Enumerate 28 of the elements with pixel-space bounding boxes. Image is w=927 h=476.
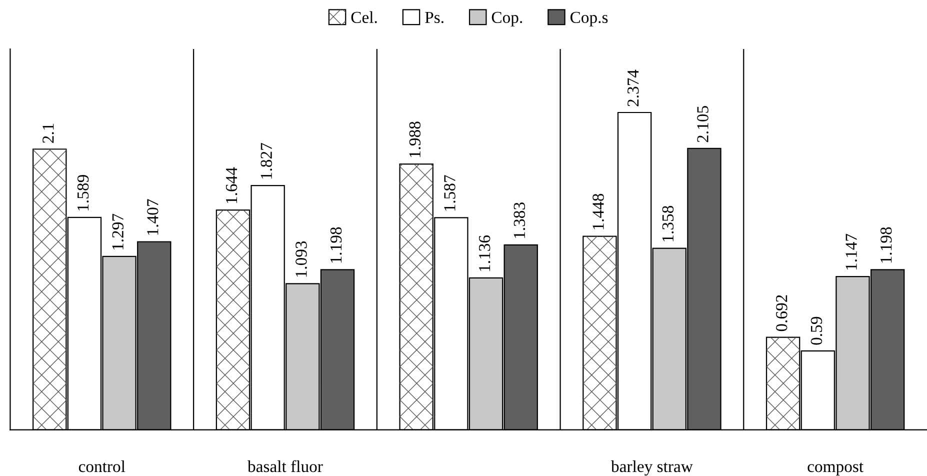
data-label: 1.147	[846, 234, 857, 270]
data-label: 1.988	[409, 122, 421, 158]
data-label: 1.589	[77, 175, 89, 210]
data-label: 1.644	[226, 167, 238, 204]
legend-label: Cop.s	[570, 12, 608, 26]
data-label: 1.407	[147, 199, 158, 235]
data-label: 1.136	[478, 235, 490, 271]
data-label: 0.692	[776, 295, 788, 332]
data-label: 1.827	[260, 143, 272, 179]
data-label: 1.198	[330, 227, 342, 263]
data-label: 1.093	[296, 241, 307, 277]
data-label: 1.587	[444, 175, 456, 211]
data-label: 2.105	[697, 106, 708, 142]
legend-label: Cop.	[492, 12, 522, 26]
data-label: 1.448	[592, 194, 604, 230]
legend-label: Ps.	[425, 12, 444, 24]
data-label: 1.297	[112, 214, 124, 250]
data-label: 0.59	[810, 316, 822, 345]
x-tick-label: compost	[808, 462, 864, 476]
data-label: 1.198	[880, 227, 892, 263]
data-label: 2.374	[628, 70, 639, 106]
data-label: 1.383	[514, 202, 526, 238]
data-label: 1.358	[662, 206, 674, 242]
data-label: 2.1	[42, 124, 54, 143]
legend-label: Cel.	[351, 11, 377, 24]
x-tick-label: basalt fluor	[248, 460, 323, 472]
x-tick-label: barley straw	[611, 460, 693, 476]
x-tick-label: control	[78, 460, 126, 472]
